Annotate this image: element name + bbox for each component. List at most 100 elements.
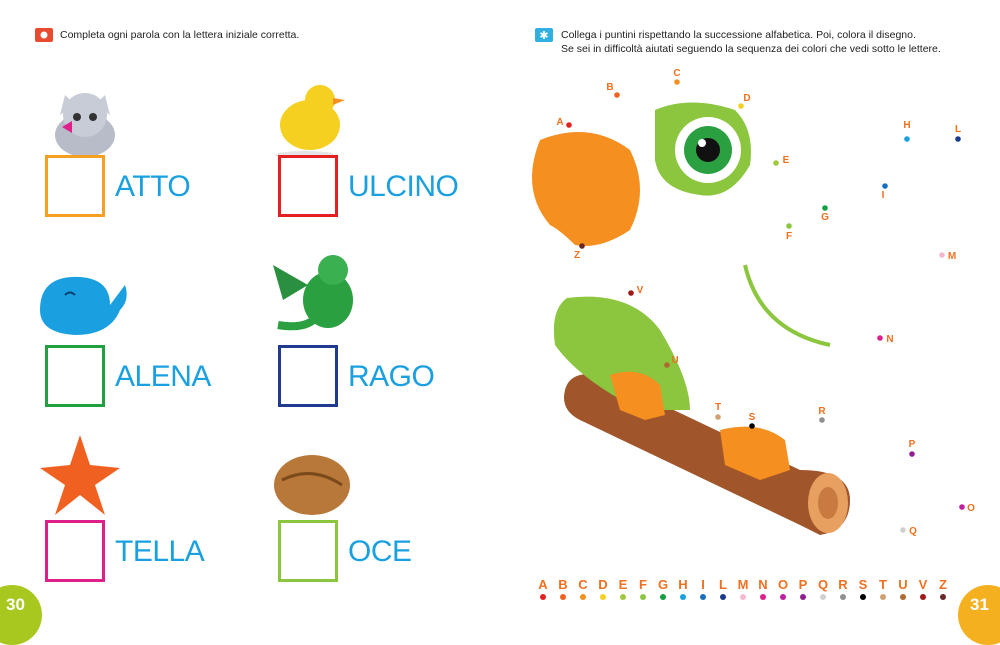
word-ending: TELLA (115, 535, 205, 568)
dot-label-N: N (886, 334, 893, 345)
letter-box[interactable] (45, 155, 105, 217)
dot-label-O: O (967, 503, 975, 514)
dot-P[interactable] (909, 451, 915, 457)
dot-L[interactable] (955, 136, 961, 142)
legend-color-dot (840, 594, 846, 600)
dot-label-B: B (606, 82, 613, 93)
legend-color-dot (740, 594, 746, 600)
legend-color-dot (820, 594, 826, 600)
legend-item-H: H (673, 577, 693, 600)
dot-label-C: C (673, 68, 680, 79)
flower-badge-icon (35, 28, 53, 42)
legend-item-Z: Z (933, 577, 953, 600)
dot-B[interactable] (614, 92, 620, 98)
legend-item-B: B (553, 577, 573, 600)
dot-E[interactable] (773, 160, 779, 166)
legend-item-F: F (633, 577, 653, 600)
legend-color-dot (540, 594, 546, 600)
legend-color-dot (700, 594, 706, 600)
legend-color-dot (720, 594, 726, 600)
legend-color-dot (800, 594, 806, 600)
legend-color-dot (900, 594, 906, 600)
letter-box[interactable] (45, 520, 105, 582)
dot-M[interactable] (939, 252, 945, 258)
legend-color-dot (680, 594, 686, 600)
legend-item-C: C (573, 577, 593, 600)
left-instruction: Completa ogni parola con la lettera iniz… (60, 29, 300, 41)
dot-H[interactable] (904, 136, 910, 142)
dot-R[interactable] (819, 417, 825, 423)
right-instruction-line1: Collega i puntini rispettando la success… (561, 29, 916, 41)
letter-box[interactable] (278, 155, 338, 217)
parrot-picture: A B C D E F G H I L M N O P Q R S T U V Z (532, 68, 975, 537)
dot-F[interactable] (786, 223, 792, 229)
letter-box[interactable] (278, 520, 338, 582)
dot-label-F: F (786, 231, 792, 242)
legend-item-A: A (533, 577, 553, 600)
dot-Q[interactable] (900, 527, 906, 533)
page-number-left: 30 (0, 585, 42, 645)
dot-D[interactable] (738, 103, 744, 109)
dot-label-T: T (715, 402, 721, 413)
word-ending: RAGO (348, 360, 435, 393)
legend-item-L: L (713, 577, 733, 600)
legend-letter: P (798, 577, 808, 592)
legend-item-P: P (793, 577, 813, 600)
legend-color-dot (920, 594, 926, 600)
dot-U[interactable] (664, 362, 670, 368)
legend-color-dot (620, 594, 626, 600)
dot-label-R: R (818, 406, 826, 417)
letter-box[interactable] (45, 345, 105, 407)
word-ending: OCE (348, 535, 412, 568)
page-number-right-text: 31 (970, 595, 989, 614)
legend-letter: F (639, 577, 647, 592)
legend-letter: R (838, 577, 848, 592)
dot-label-P: P (909, 439, 916, 450)
legend-item-D: D (593, 577, 613, 600)
dot-I[interactable] (882, 183, 888, 189)
legend-color-dot (760, 594, 766, 600)
legend-color-dot (660, 594, 666, 600)
dot-G[interactable] (822, 205, 828, 211)
legend-color-dot (560, 594, 566, 600)
legend-color-dot (600, 594, 606, 600)
dot-label-I: I (882, 190, 885, 201)
word-ending: ULCINO (348, 170, 459, 203)
legend-item-T: T (873, 577, 893, 600)
legend-item-O: O (773, 577, 793, 600)
letter-box[interactable] (278, 345, 338, 407)
dot-label-S: S (749, 412, 756, 423)
dot-O[interactable] (959, 504, 965, 510)
legend-color-dot (580, 594, 586, 600)
dot-label-L: L (955, 124, 961, 135)
legend-item-N: N (753, 577, 773, 600)
legend-item-G: G (653, 577, 673, 600)
dot-label-Q: Q (909, 526, 917, 537)
legend-letter: Z (939, 577, 947, 592)
legend-color-dot (640, 594, 646, 600)
legend-letter: D (598, 577, 608, 592)
legend-item-V: V (913, 577, 933, 600)
legend-letter: C (578, 577, 588, 592)
dot-label-H: H (903, 120, 910, 131)
dot-label-D: D (743, 93, 750, 104)
legend-item-M: M (733, 577, 753, 600)
dot-label-M: M (948, 251, 956, 262)
dot-V[interactable] (628, 290, 634, 296)
legend-letter: A (538, 577, 548, 592)
legend-item-S: S (853, 577, 873, 600)
legend-item-E: E (613, 577, 633, 600)
dot-S[interactable] (749, 423, 755, 429)
legend-letter: N (758, 577, 768, 592)
walnut-picture (274, 455, 350, 515)
svg-text:✱: ✱ (539, 30, 548, 42)
dot-label-U: U (671, 355, 678, 366)
dot-T[interactable] (715, 414, 721, 420)
dragon-picture (273, 255, 353, 331)
dot-Z[interactable] (579, 243, 585, 249)
dot-C[interactable] (674, 79, 680, 85)
dot-A[interactable] (566, 122, 572, 128)
dot-N[interactable] (877, 335, 883, 341)
legend-item-R: R (833, 577, 853, 600)
starfish-picture (40, 435, 120, 515)
